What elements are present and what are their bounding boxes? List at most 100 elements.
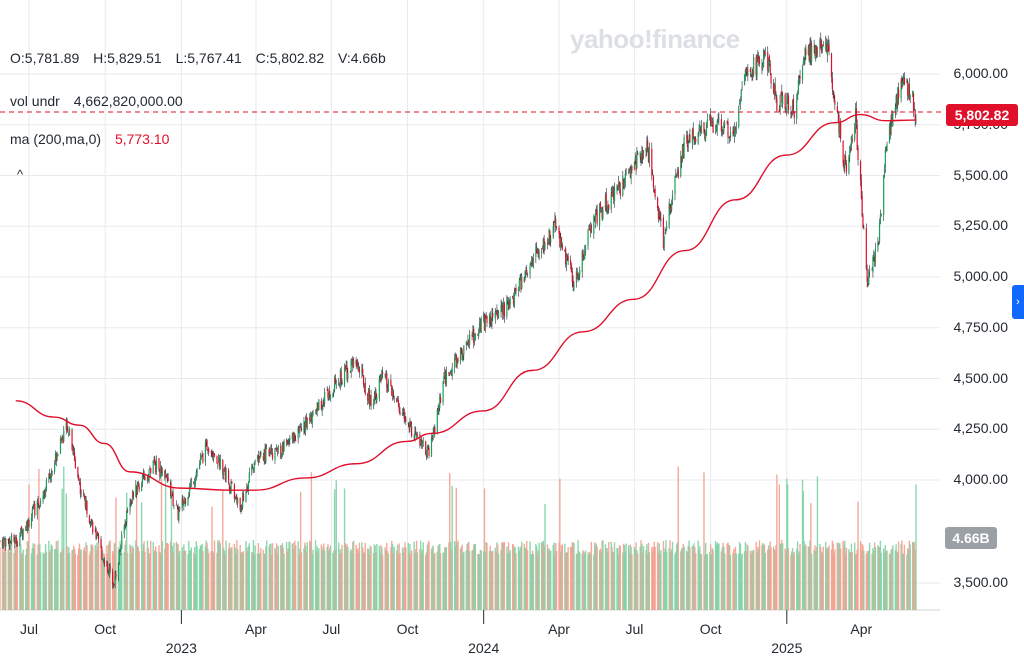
candle-body [39, 506, 41, 508]
volume-bar [233, 544, 236, 610]
ma-study-legend[interactable]: ma (200,ma,0) 5,773.10 [10, 131, 179, 147]
candle-body [16, 543, 18, 546]
candle-body [281, 443, 284, 456]
y-tick-label: 5,250.00 [953, 217, 1009, 234]
volume-bar [680, 548, 683, 610]
candle-body [567, 256, 569, 261]
candle-body [633, 161, 636, 170]
volume-bar [433, 554, 435, 610]
candle-body [530, 263, 532, 264]
volume-bar [147, 547, 149, 610]
candle-body [676, 171, 679, 176]
candle-body [757, 55, 759, 62]
volume-bar [685, 550, 688, 610]
volume-bar [166, 542, 168, 610]
candle-body [444, 372, 446, 378]
candle-body [425, 441, 427, 455]
volume-bar [862, 545, 864, 610]
candle-body [318, 399, 320, 411]
volume-bar [681, 547, 684, 610]
volume-bar [743, 551, 746, 610]
volume-bar [361, 542, 363, 610]
candle-body [460, 347, 462, 350]
volume-bar [403, 547, 405, 610]
candle-body [448, 372, 450, 374]
candle-body [895, 95, 897, 110]
candle-body [634, 158, 636, 161]
candle-body [624, 173, 626, 183]
volume-bar [443, 552, 445, 610]
side-panel-toggle-chevron-icon[interactable]: › [1012, 285, 1024, 319]
volume-bar [628, 552, 631, 610]
candle-body [380, 376, 382, 381]
candle-body [851, 138, 853, 142]
candle-body [479, 322, 481, 332]
volume-bar [819, 544, 821, 610]
candle-body [712, 120, 714, 133]
candle-body [170, 482, 172, 497]
candle-body [213, 454, 215, 460]
volume-bar [768, 549, 771, 610]
volume-bar [837, 542, 839, 610]
volume-bar [583, 551, 585, 610]
volume-bar [714, 540, 717, 610]
candle-body [20, 527, 22, 536]
volume-bar [744, 542, 747, 610]
volume-bar [112, 553, 115, 610]
volume-bar [332, 553, 334, 610]
volume-bar [34, 543, 36, 610]
y-tick-label: 4,750.00 [953, 318, 1009, 335]
volume-bar [95, 550, 97, 610]
candle-body [623, 183, 626, 187]
candle-body [136, 482, 139, 494]
x-year-label: 2025 [771, 640, 803, 656]
volume-bar [300, 552, 303, 610]
candle-body [909, 95, 911, 100]
collapse-legend-icon[interactable]: ^ [16, 167, 24, 182]
candle-body [762, 65, 764, 69]
candle-body [907, 80, 909, 97]
volume-bar [602, 540, 604, 610]
candle-body [252, 466, 254, 468]
volume-bar [540, 541, 543, 610]
candle-body [652, 175, 655, 188]
volume-bar [589, 554, 592, 610]
volume-bar [796, 549, 798, 610]
candle-body [764, 53, 766, 57]
volume-bar [49, 549, 52, 610]
volume-bar [368, 554, 371, 610]
volume-bar [669, 540, 671, 610]
candle-body [763, 49, 765, 67]
volume-bar [576, 554, 578, 610]
candle-body [866, 269, 868, 282]
candle-body [198, 464, 201, 470]
volume-bar [488, 551, 491, 610]
candle-body [491, 313, 493, 326]
volume-bar [863, 550, 865, 610]
volume-bar [276, 553, 279, 610]
volume-bar [618, 545, 621, 610]
volume-bar [751, 550, 753, 610]
volume-bar [201, 543, 203, 610]
volume-bar [146, 540, 149, 610]
volume-study-legend[interactable]: vol undr 4,662,820,000.00 [10, 93, 193, 109]
volume-bar [32, 543, 34, 610]
candle-body [878, 222, 881, 243]
volume-bar [790, 554, 792, 610]
volume-bar [770, 547, 772, 610]
candle-body [819, 40, 821, 51]
volume-bar [271, 543, 274, 610]
volume-bar [106, 545, 108, 610]
candle-body [361, 368, 363, 375]
volume-bar [387, 554, 390, 610]
volume-bar [515, 553, 517, 610]
volume-bar [4, 546, 6, 610]
candle-body [791, 100, 794, 112]
candle-body [587, 230, 589, 246]
candle-body [125, 522, 127, 524]
volume-bar [897, 552, 899, 610]
volume-bar [257, 543, 260, 610]
candle-body [289, 438, 291, 440]
volume-bar [548, 548, 550, 610]
